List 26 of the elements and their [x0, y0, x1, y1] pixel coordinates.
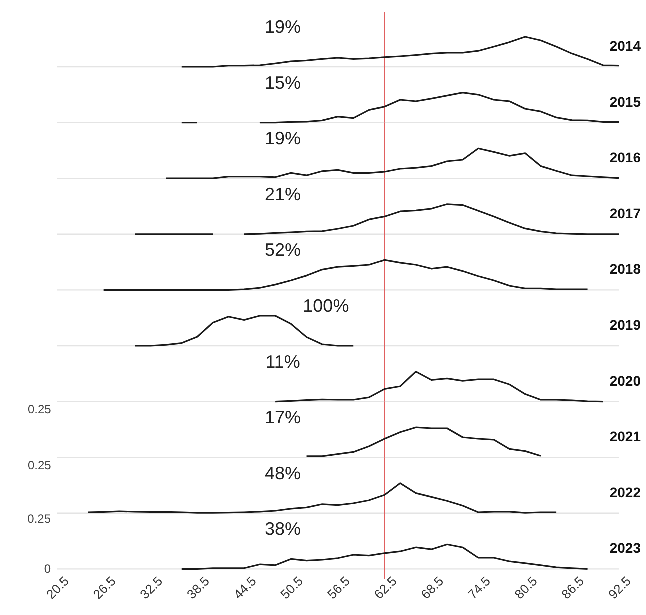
- chart-title: 2017: [610, 205, 642, 222]
- chart-title: 2019: [610, 317, 642, 333]
- x-tick-label: 68.5: [418, 574, 447, 602]
- annotation: 11%: [266, 352, 300, 372]
- y-tick-label: 0: [44, 562, 52, 576]
- chart-title: 2014: [610, 38, 642, 54]
- annotation: 17%: [264, 408, 302, 428]
- annotation: 100%: [303, 296, 350, 316]
- text: 2023: [610, 540, 642, 556]
- chart-title: 2022: [610, 484, 642, 500]
- x-tick-label: 74.5: [464, 574, 494, 602]
- annotation: 19%: [264, 17, 302, 37]
- annotation: 52%: [264, 240, 302, 260]
- x-tick-label: 44.5: [230, 574, 260, 602]
- annotation: 38%: [264, 519, 302, 540]
- annotation: 19%: [264, 128, 302, 149]
- chart-title: 2015: [610, 94, 642, 110]
- annotation: 15%: [264, 72, 302, 93]
- chart-title: 2018: [610, 261, 642, 278]
- x-tick-label: 62.5: [371, 574, 400, 602]
- annotation: 21%: [264, 184, 302, 204]
- chart-title: 2016: [610, 150, 642, 166]
- annotation: 48%: [264, 463, 302, 484]
- chart-title: 2020: [610, 372, 642, 389]
- chart-title: 2021: [610, 428, 642, 445]
- line-series: [181, 544, 589, 570]
